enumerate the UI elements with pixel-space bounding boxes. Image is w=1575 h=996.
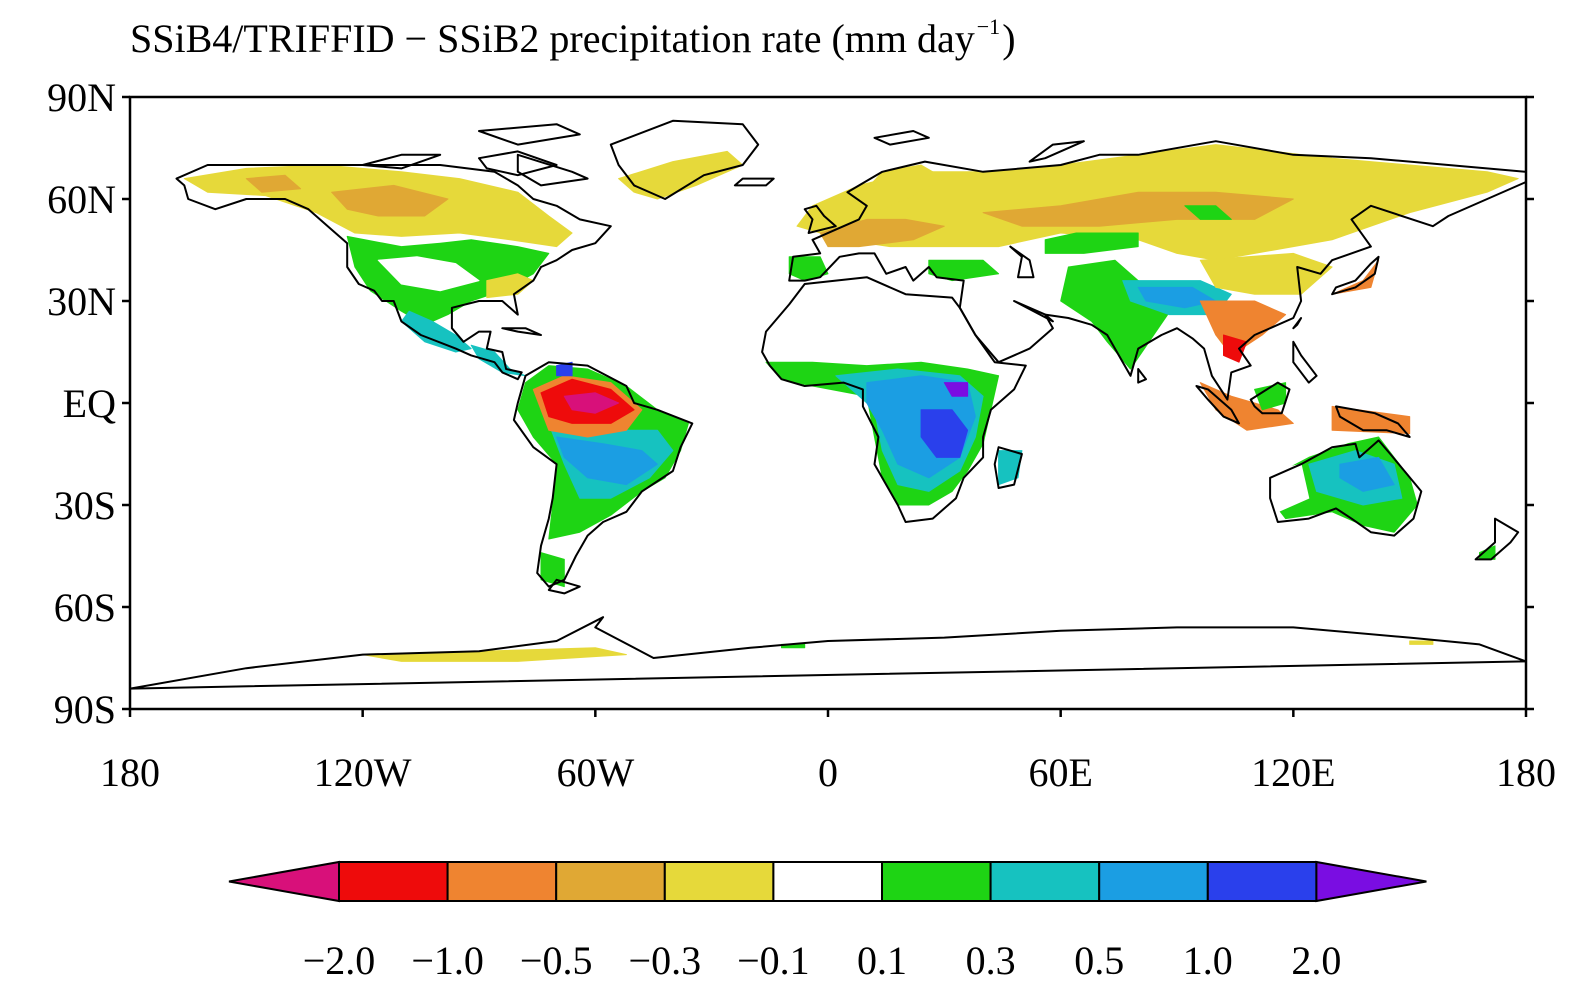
colorbar-swatch — [663, 861, 775, 902]
coastline-cuba — [501, 327, 542, 336]
field-europe-orange — [819, 218, 945, 248]
title-superscript: −1 — [976, 14, 1001, 39]
field-patagonia-green — [540, 552, 565, 588]
coastline-iceland — [733, 177, 775, 187]
coastline-novaya-zemlya — [1028, 140, 1085, 163]
coastline-ellesmere — [478, 123, 581, 146]
field-antarctica-east-yellow — [1409, 640, 1434, 645]
x-tick-label: 60W — [556, 750, 634, 795]
coastline-britain — [803, 204, 837, 234]
field-australia-sky — [1339, 456, 1395, 492]
field-australia-west-white — [1265, 463, 1310, 513]
title-close-paren: ) — [1002, 16, 1016, 61]
colorbar-extend-low — [228, 860, 340, 903]
coastline-africa — [761, 276, 1027, 523]
coastline-taiwan — [1292, 317, 1303, 330]
colorbar-swatch — [338, 861, 449, 902]
coastline-greenland — [609, 119, 760, 200]
axis-ticks: 90N 60N 30N EQ 30S 60S 90S 180 120W 60W 0 60E 120E 18… — [47, 75, 1556, 795]
field-india-green — [1060, 259, 1178, 370]
precipitation-field-layer — [183, 144, 1519, 662]
x-tick-label: 120W — [314, 750, 412, 795]
coastline-south-america — [512, 361, 694, 588]
field-canada-orange — [331, 184, 449, 217]
colorbar-swatch — [989, 861, 1101, 902]
colorbar-label: −0.3 — [629, 938, 702, 983]
colorbar-label: 1.0 — [1183, 938, 1233, 983]
field-china-yellow — [1199, 252, 1333, 295]
field-tibet-sky — [1137, 286, 1217, 309]
coastline-north-america — [175, 164, 612, 381]
field-turkey-green — [928, 259, 1000, 282]
coastline-japan — [1331, 255, 1380, 296]
coastline-eurasia — [788, 140, 1526, 401]
field-africa-blue — [920, 409, 969, 458]
colorbar-swatch — [555, 861, 666, 902]
field-kazakh-green — [1044, 232, 1139, 254]
coastline-antarctica — [130, 616, 1526, 690]
colorbar-label: −0.5 — [520, 938, 593, 983]
colorbar-label: 2.0 — [1291, 938, 1341, 983]
coastline-canadian-arctic-2 — [478, 150, 558, 177]
colorbar-extend-high — [1315, 860, 1427, 903]
field-na-central-white — [377, 256, 480, 292]
coastline-canadian-arctic-1 — [361, 153, 442, 170]
coastline-new-zealand — [1474, 517, 1520, 561]
colorbar-label: 0.5 — [1074, 938, 1124, 983]
field-na-southeast-yellow — [486, 273, 534, 299]
coastline-layer — [130, 119, 1526, 690]
x-tick-label: 60E — [1028, 750, 1092, 795]
coastline-baffin — [516, 153, 589, 187]
field-greenland-yellow — [618, 150, 744, 200]
chart-title: SSiB4/TRIFFID − SSiB2 precipitation rate… — [130, 14, 1016, 62]
coastline-philippines — [1292, 340, 1318, 384]
colorbar-swatch — [881, 861, 992, 902]
y-tick-label: 60N — [47, 177, 116, 222]
colorbar-label: −2.0 — [303, 938, 376, 983]
field-indochina-red — [1223, 334, 1248, 363]
coastline-sumatra — [1195, 385, 1240, 425]
y-tick-label: 60S — [54, 585, 116, 630]
y-tick-label: 90S — [54, 687, 116, 732]
field-china-orange — [1199, 300, 1287, 356]
colorbar-swatch — [1098, 861, 1209, 902]
colorbar-label: −0.1 — [737, 938, 810, 983]
field-sa-magenta — [563, 392, 620, 414]
coastline-caspian — [1009, 245, 1035, 279]
x-tick-label: 0 — [818, 750, 838, 795]
x-tick-label: 120E — [1251, 750, 1335, 795]
colorbar-swatch — [772, 861, 884, 902]
colorbar-swatch — [446, 861, 558, 902]
colorbar-label: 0.1 — [857, 938, 907, 983]
field-canada-orange-2 — [245, 174, 302, 193]
colorbar-swatch — [1206, 861, 1318, 902]
y-tick-label: 30N — [47, 279, 116, 324]
y-tick-label: 90N — [47, 75, 116, 120]
coastline-borneo — [1249, 381, 1291, 415]
colorbar-label: 0.3 — [966, 938, 1016, 983]
field-mongolia-green — [1184, 205, 1232, 220]
field-sa-sky — [556, 436, 658, 486]
coastline-svalbard — [873, 130, 930, 146]
colorbar: −2.0 −1.0 −0.5 −0.3 −0.1 0.1 0.3 0.5 1.0 2.0 — [228, 860, 1427, 983]
coastline-arabia-gulf — [1013, 300, 1054, 323]
coastline-tierra-del-fuego — [547, 578, 581, 595]
y-tick-label: 30S — [54, 483, 116, 528]
coastline-madagascar — [993, 446, 1023, 489]
x-tick-label: 180 — [100, 750, 160, 795]
x-tick-label: 180 — [1496, 750, 1556, 795]
field-new-guinea-orange — [1331, 405, 1411, 435]
coastline-sri-lanka — [1137, 368, 1147, 384]
title-main: SSiB4/TRIFFID − SSiB2 precipitation rate… — [130, 16, 975, 61]
colorbar-label: −1.0 — [411, 938, 484, 983]
field-iberia-green — [788, 256, 829, 282]
coastline-new-guinea — [1335, 405, 1411, 438]
y-tick-label: EQ — [63, 381, 116, 426]
coastline-australia — [1269, 439, 1423, 537]
field-east-africa-purple — [943, 382, 969, 397]
